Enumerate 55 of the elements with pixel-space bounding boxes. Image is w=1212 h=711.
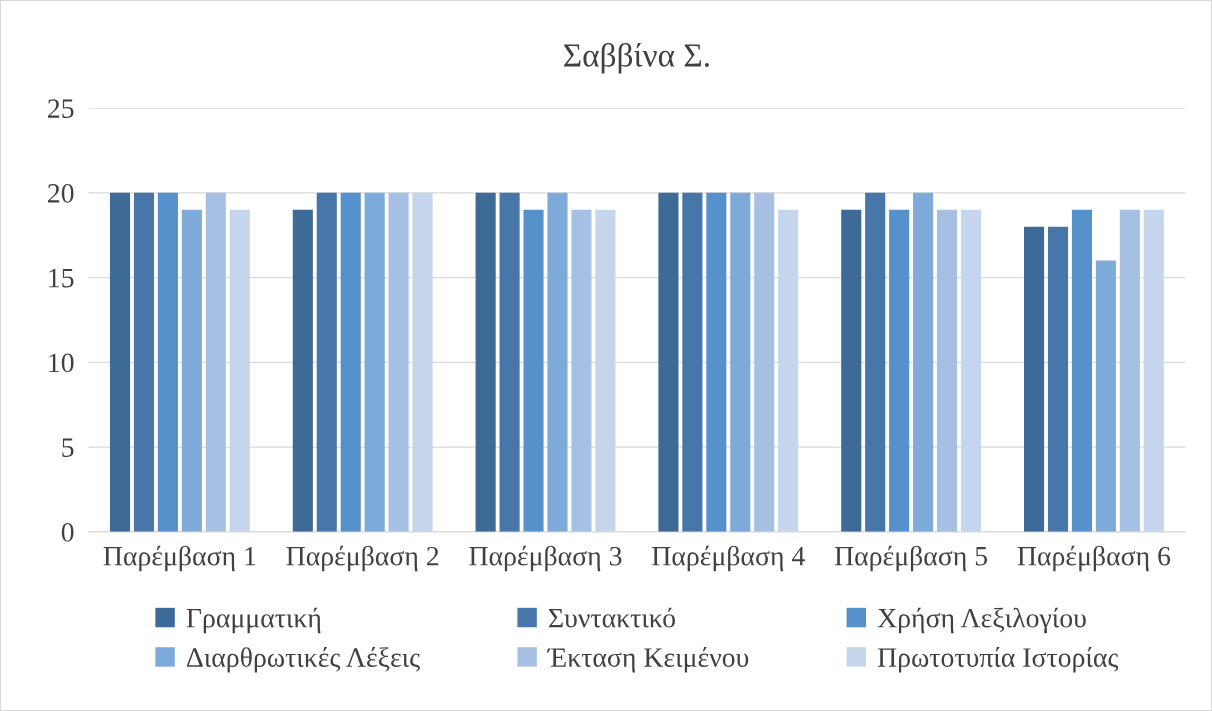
bar [754, 192, 775, 532]
bar [658, 192, 679, 532]
bar [682, 192, 703, 532]
bar [1071, 209, 1093, 532]
bar [1143, 209, 1164, 532]
x-tick-label: Παρέμβαση 3 [469, 545, 622, 572]
x-tick-label: Παρέμβαση 2 [286, 545, 439, 572]
y-tick-label: 25 [48, 99, 74, 118]
bar [1095, 260, 1116, 532]
bar [109, 192, 131, 532]
bar [316, 192, 337, 532]
bar [523, 209, 544, 532]
y-tick-label: 15 [49, 268, 74, 288]
bar [499, 192, 520, 532]
bar [205, 192, 226, 532]
bar [730, 192, 751, 532]
bar [841, 209, 862, 532]
y-tick-label: 5 [62, 438, 74, 457]
bar [157, 192, 178, 532]
bar [706, 192, 727, 532]
bar [1119, 209, 1140, 532]
bar [412, 192, 433, 532]
bar [571, 209, 592, 532]
bar [229, 209, 250, 532]
legend-label: Γραμματική [186, 607, 321, 634]
bar [364, 192, 385, 532]
x-tick-label: Παρέμβαση 1 [103, 545, 256, 572]
bar [936, 209, 958, 532]
legend-label: Συντακτικό [549, 607, 675, 628]
bar [133, 192, 155, 532]
x-tick-label: Παρέμβαση 6 [1017, 545, 1171, 572]
bar [778, 209, 799, 532]
y-tick-label: 0 [61, 522, 74, 542]
bar [889, 209, 910, 532]
bar [292, 209, 313, 532]
bar [913, 192, 934, 532]
legend-label: Διαρθρωτικές Λέξεις [186, 647, 420, 673]
bar [340, 192, 361, 532]
bar [595, 209, 616, 532]
bar [1024, 226, 1045, 532]
y-tick-label: 10 [49, 353, 74, 373]
x-tick-label: Παρέμβαση 5 [834, 545, 988, 572]
bar [960, 209, 982, 532]
y-tick-label: 20 [48, 183, 74, 203]
legend-label: Πρωτοτυπία Ιστορίας [877, 647, 1119, 673]
bar [547, 192, 568, 532]
bar [865, 192, 886, 532]
legend-label: Έκταση Κειμένου [546, 647, 749, 673]
bar [388, 192, 409, 532]
bar [181, 209, 202, 532]
bar [1047, 226, 1069, 532]
bar [475, 192, 496, 532]
legend-label: Χρήση Λεξιλογίου [877, 607, 1086, 634]
chart-title: Σαββίνα Σ. [564, 42, 709, 74]
x-tick-label: Παρέμβαση 4 [652, 545, 805, 572]
